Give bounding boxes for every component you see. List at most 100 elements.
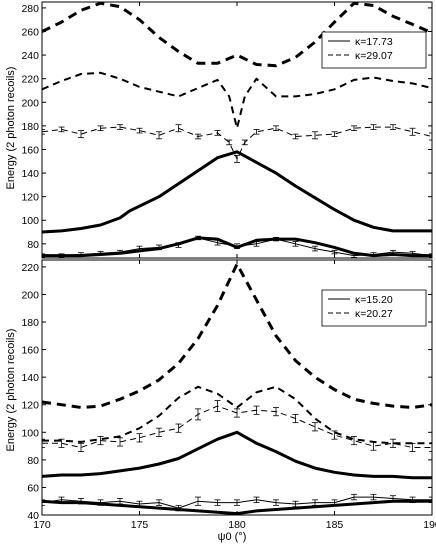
error-bar (58, 253, 65, 258)
error-bar (58, 496, 65, 503)
error-bar (117, 124, 123, 130)
error-bar (429, 442, 432, 452)
series-line-1 (42, 385, 432, 445)
error-bar (331, 249, 338, 255)
error-bar (136, 127, 143, 134)
series-line-1 (42, 71, 432, 130)
error-bar (390, 438, 396, 448)
error-bar (273, 407, 279, 417)
error-bar (241, 139, 248, 146)
error-bar (214, 400, 221, 413)
error-bar (331, 499, 338, 506)
error-bar (351, 493, 357, 501)
error-bar (195, 496, 201, 506)
error-bar (273, 236, 279, 242)
error-bar (234, 243, 240, 249)
y-tick-label: 80 (27, 239, 39, 251)
y-tick-label: 100 (21, 427, 39, 439)
y-tick-label: 220 (21, 262, 39, 274)
error-bar (253, 241, 260, 247)
legend-label: κ=15.20 (355, 294, 393, 306)
error-bar (156, 499, 162, 506)
error-bar (42, 438, 45, 448)
series-line-3 (42, 430, 432, 480)
y-tick-label: 200 (21, 289, 39, 301)
legend-label: κ=17.73 (355, 36, 393, 48)
y-tick-label: 180 (21, 317, 39, 329)
y-tick-label: 40 (27, 510, 39, 522)
error-bar (292, 241, 299, 247)
error-bar (117, 437, 123, 447)
bottom-x-axis-label: ψ0 (°) (218, 531, 247, 543)
error-bar (234, 154, 240, 163)
error-bar (429, 132, 432, 141)
series-line-2 (42, 126, 432, 160)
y-tick-label: 260 (21, 26, 39, 38)
error-bar (226, 139, 233, 146)
error-bar (351, 436, 357, 446)
error-bar (429, 496, 432, 503)
y-tick-label: 60 (27, 482, 39, 494)
y-tick-label: 80 (27, 455, 39, 467)
top-panel: 80100120140160180200220240260280κ=17.73κ… (21, 1, 433, 259)
legend: κ=15.20 κ=20.27 (321, 289, 427, 327)
error-bar (214, 239, 221, 246)
error-bar (136, 433, 143, 443)
error-bar (273, 499, 279, 506)
error-bar (292, 133, 299, 140)
y-tick-label: 160 (21, 345, 39, 357)
error-bar (117, 498, 123, 505)
error-bar (312, 499, 318, 506)
error-bar (234, 408, 240, 418)
error-bar (409, 251, 416, 256)
error-bar (409, 442, 416, 452)
y-tick-label: 100 (21, 215, 39, 227)
error-bar (78, 130, 84, 139)
error-bar (312, 422, 318, 432)
legend-label: κ=20.27 (355, 308, 393, 320)
error-bar (292, 413, 299, 424)
error-bar (156, 131, 162, 140)
error-bar (156, 427, 162, 437)
x-tick-label: 175 (131, 519, 149, 531)
error-bar (370, 252, 377, 257)
x-tick-label: 185 (326, 519, 344, 531)
y-tick-label: 220 (21, 74, 39, 86)
error-bar (136, 245, 143, 252)
error-bar (97, 251, 104, 256)
error-bar (370, 493, 377, 501)
error-bar (312, 245, 318, 252)
y-tick-label: 140 (21, 372, 39, 384)
error-bar (97, 125, 104, 131)
series-line-3 (42, 150, 432, 234)
error-bar (42, 253, 45, 258)
error-bar (312, 131, 318, 140)
error-bar (331, 430, 338, 440)
error-bar (429, 253, 432, 258)
error-bar (390, 495, 396, 502)
error-bar (214, 499, 221, 506)
error-bar (390, 124, 396, 130)
series-line-4 (42, 499, 432, 515)
error-bar (175, 242, 182, 248)
error-bar (42, 499, 45, 506)
error-bar (253, 405, 260, 415)
error-bar (136, 500, 143, 508)
y-tick-label: 240 (21, 50, 39, 62)
error-bar (253, 496, 260, 503)
error-bar (351, 253, 357, 258)
error-bar (97, 436, 104, 446)
error-bar (234, 499, 240, 506)
legend: κ=17.73 κ=29.07 (321, 31, 427, 69)
error-bar (78, 442, 84, 452)
x-tick-label: 180 (228, 519, 246, 531)
error-bar (42, 129, 45, 135)
error-bar (273, 125, 279, 131)
top-y-axis-label: Energy (2 photon recoils) (5, 67, 17, 190)
error-bar (78, 498, 84, 505)
error-bar (390, 249, 396, 255)
error-bar (117, 249, 123, 255)
error-bar (78, 252, 84, 257)
y-tick-label: 280 (21, 3, 39, 15)
error-bar (156, 244, 162, 251)
